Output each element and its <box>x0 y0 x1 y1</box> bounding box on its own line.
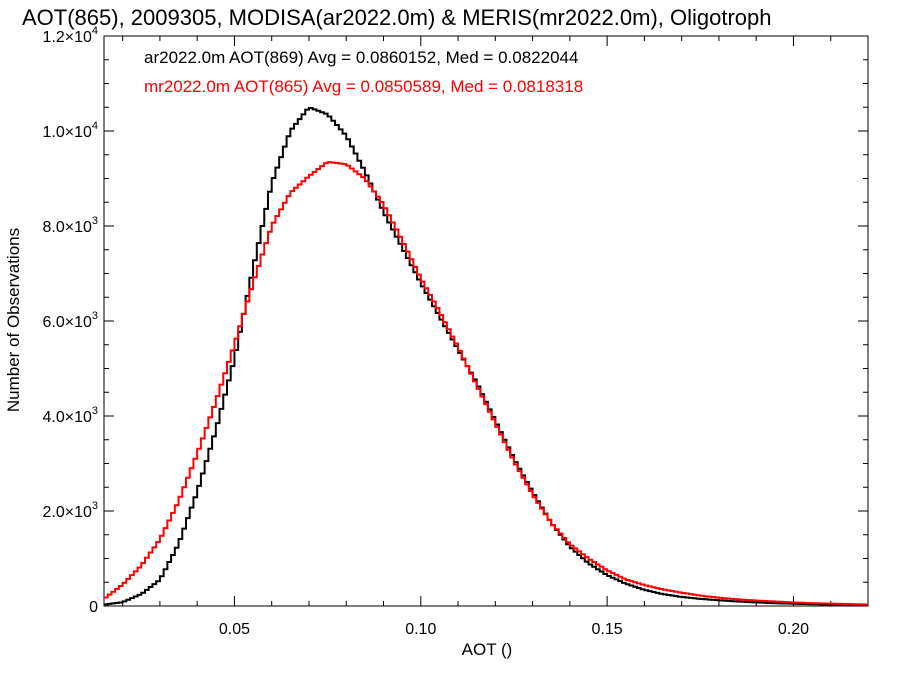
x-tick-label: 0.10 <box>405 621 436 638</box>
x-axis-title: AOT () <box>462 640 513 659</box>
legend-entry-red: mr2022.0m AOT(865) Avg = 0.0850589, Med … <box>144 77 583 96</box>
x-tick-label: 0.15 <box>592 621 623 638</box>
y-tick-label: 4.0×103 <box>42 405 98 426</box>
y-tick-label: 8.0×103 <box>42 215 98 236</box>
y-tick-label: 2.0×103 <box>42 500 98 521</box>
y-tick-label: 1.2×104 <box>42 25 98 46</box>
x-tick-label: 0.05 <box>219 621 250 638</box>
x-tick-label: 0.20 <box>778 621 809 638</box>
y-tick-label: 1.0×104 <box>42 120 98 141</box>
y-tick-label: 0 <box>89 599 98 616</box>
legend-entry-black: ar2022.0m AOT(869) Avg = 0.0860152, Med … <box>144 48 578 67</box>
series-line-red <box>104 161 868 606</box>
y-tick-label: 6.0×103 <box>42 310 98 331</box>
chart-title: AOT(865), 2009305, MODISA(ar2022.0m) & M… <box>22 5 772 30</box>
series-line-black <box>104 106 868 607</box>
plot-frame <box>103 35 869 607</box>
y-axis-title: Number of Observations <box>4 228 23 412</box>
x-axis-ticks: 0.05 0.10 0.15 0.20 <box>122 36 869 638</box>
y-axis-ticks: 0 2.0×103 4.0×103 6.0×103 8.0×103 1.0×104 1.2×… <box>42 25 868 616</box>
series-layer <box>104 106 868 607</box>
legend: ar2022.0m AOT(869) Avg = 0.0860152, Med … <box>144 48 583 96</box>
plot-area <box>103 35 869 607</box>
